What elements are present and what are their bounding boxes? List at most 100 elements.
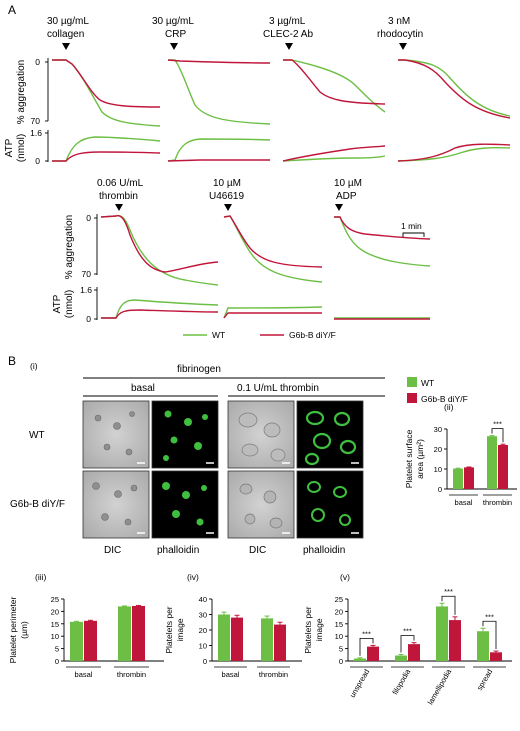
row-label-mut: G6b-B diY/F (10, 499, 65, 510)
y-axis-label-line2: image (175, 618, 185, 641)
bar-wt (261, 618, 273, 661)
row2-atp-unit: (nmol) (64, 290, 75, 318)
y-tick-label: 0 (339, 657, 343, 666)
y-tick-label: 20 (199, 626, 207, 635)
y-axis-label-line2: (µm) (19, 621, 29, 639)
trace-u46619-mut-atp (223, 312, 322, 319)
phal-cell (170, 436, 178, 444)
category-label: basal (455, 498, 473, 507)
phal-cell (339, 439, 357, 455)
y-tick-label: 10 (199, 642, 207, 651)
y-axis-label-line2: area (µm²) (415, 439, 425, 479)
row2-arrows (115, 204, 343, 211)
bar-wt (477, 631, 489, 661)
category-label: basal (75, 670, 93, 679)
dic-cell (263, 422, 281, 438)
img-mut-basal-phalloidin (151, 470, 219, 539)
y-tick-label: 15 (51, 620, 59, 629)
y-tick-label: 20 (335, 607, 343, 616)
phal-cell (307, 481, 321, 493)
y-tick-label: 30 (199, 611, 207, 620)
category-label: lamellipodia (426, 667, 454, 707)
dic-cell (92, 482, 100, 490)
thrombin-header: 0.1 U/mL thrombin (237, 383, 319, 394)
y-tick-label: 20 (434, 445, 442, 454)
row2-atp-0: 0 (86, 314, 91, 324)
scale-bar-line (402, 232, 425, 237)
col-label-phalloidin-1: phalloidin (157, 545, 199, 556)
y-tick-label: 25 (51, 595, 59, 604)
arrow-crp (170, 43, 178, 50)
row2-condition-labels: 0.06 U/mL thrombin 10 µM U46619 10 µM AD… (97, 178, 362, 202)
img-wt-thrombin-dic (227, 400, 295, 469)
category-label: filopodia (390, 667, 412, 696)
trace-thrombin-wt-aggr (100, 214, 219, 286)
row1-condition-labels: 30 µg/mL collagen 30 µg/mL CRP 3 µg/mL C… (47, 16, 423, 40)
trace-crp-wt-atp (167, 138, 271, 162)
chart-panel-label: (iii) (35, 572, 46, 582)
dic-cell (103, 443, 111, 451)
chart-panel-label: (iv) (187, 572, 199, 582)
dic-cell (101, 513, 109, 521)
dic-cell (129, 411, 135, 417)
trace-clec2-wt-aggr (283, 59, 386, 113)
arrow-adp (335, 204, 343, 211)
cond-clec2-dose: 3 µg/mL (269, 16, 306, 27)
trace-thrombin-wt-atp (101, 299, 219, 319)
trace-u46619-wt-atp (223, 306, 323, 319)
y-tick-label: 20 (51, 607, 59, 616)
cond-adp-agonist: ADP (336, 191, 357, 202)
dic-cell (114, 490, 122, 498)
row-label-wt: WT (29, 430, 45, 441)
bar-mut (490, 652, 502, 661)
significance-bracket (400, 635, 415, 653)
bar-wt (487, 436, 497, 489)
y-tick-label: 0 (55, 657, 59, 666)
phal-cell (172, 510, 180, 518)
row2-atp-16: 1.6 (80, 285, 92, 295)
basal-header: basal (131, 383, 155, 394)
dic-cell (263, 490, 277, 504)
category-label: thrombin (483, 498, 512, 507)
tile-wt-basal-phal (151, 400, 219, 469)
bar-mut (231, 617, 243, 661)
legend-b-wt-label: WT (421, 378, 434, 388)
dic-cell (125, 448, 133, 456)
dic-cell (94, 414, 102, 422)
y-tick-label: 30 (434, 425, 442, 434)
phal-cell (184, 418, 192, 426)
cond-collagen-agonist: collagen (47, 29, 84, 40)
trace-adp-wt-aggr (334, 216, 431, 267)
y-axis-label-line1: Platelets per (164, 606, 174, 653)
trace-thrombin-mut-atp (101, 309, 219, 319)
panel-b-label: B (8, 354, 16, 368)
phal-cell (194, 442, 202, 450)
bar-mut (367, 646, 379, 661)
category-label: thrombin (259, 670, 288, 679)
trace-collagen-mut-atp (52, 151, 161, 162)
trace-collagen-mut-aggr (52, 59, 161, 108)
bar-mut (408, 644, 420, 661)
panel-b-legend: WT G6b-B diY/F (407, 377, 468, 404)
significance-label: *** (444, 587, 453, 596)
category-label: thrombin (117, 670, 146, 679)
y-tick-label: 5 (55, 645, 59, 654)
significance-label: *** (362, 629, 371, 638)
legend-b-mut-swatch (407, 393, 417, 403)
y-tick-label: 15 (335, 620, 343, 629)
y-axis-label-line1: Platelet perimeter (8, 597, 18, 664)
bar-wt (395, 655, 407, 661)
row2-aggr-label: % aggregation (64, 215, 75, 280)
arrow-u46619 (224, 204, 232, 211)
dic-cell (239, 483, 253, 495)
trace-adp-mut-aggr (334, 216, 431, 240)
trace-clec2-wt-atp (282, 155, 386, 162)
img-wt-basal-dic (82, 400, 150, 469)
legend-b-wt-swatch (407, 377, 417, 387)
trace-clec2-mut-atp (282, 145, 386, 162)
phal-cell (162, 482, 170, 490)
phal-cell (333, 411, 351, 427)
panel-b-i-label: (i) (30, 361, 38, 371)
dic-cell (241, 443, 259, 457)
cond-rhodocytin-agonist: rhodocytin (377, 29, 423, 40)
